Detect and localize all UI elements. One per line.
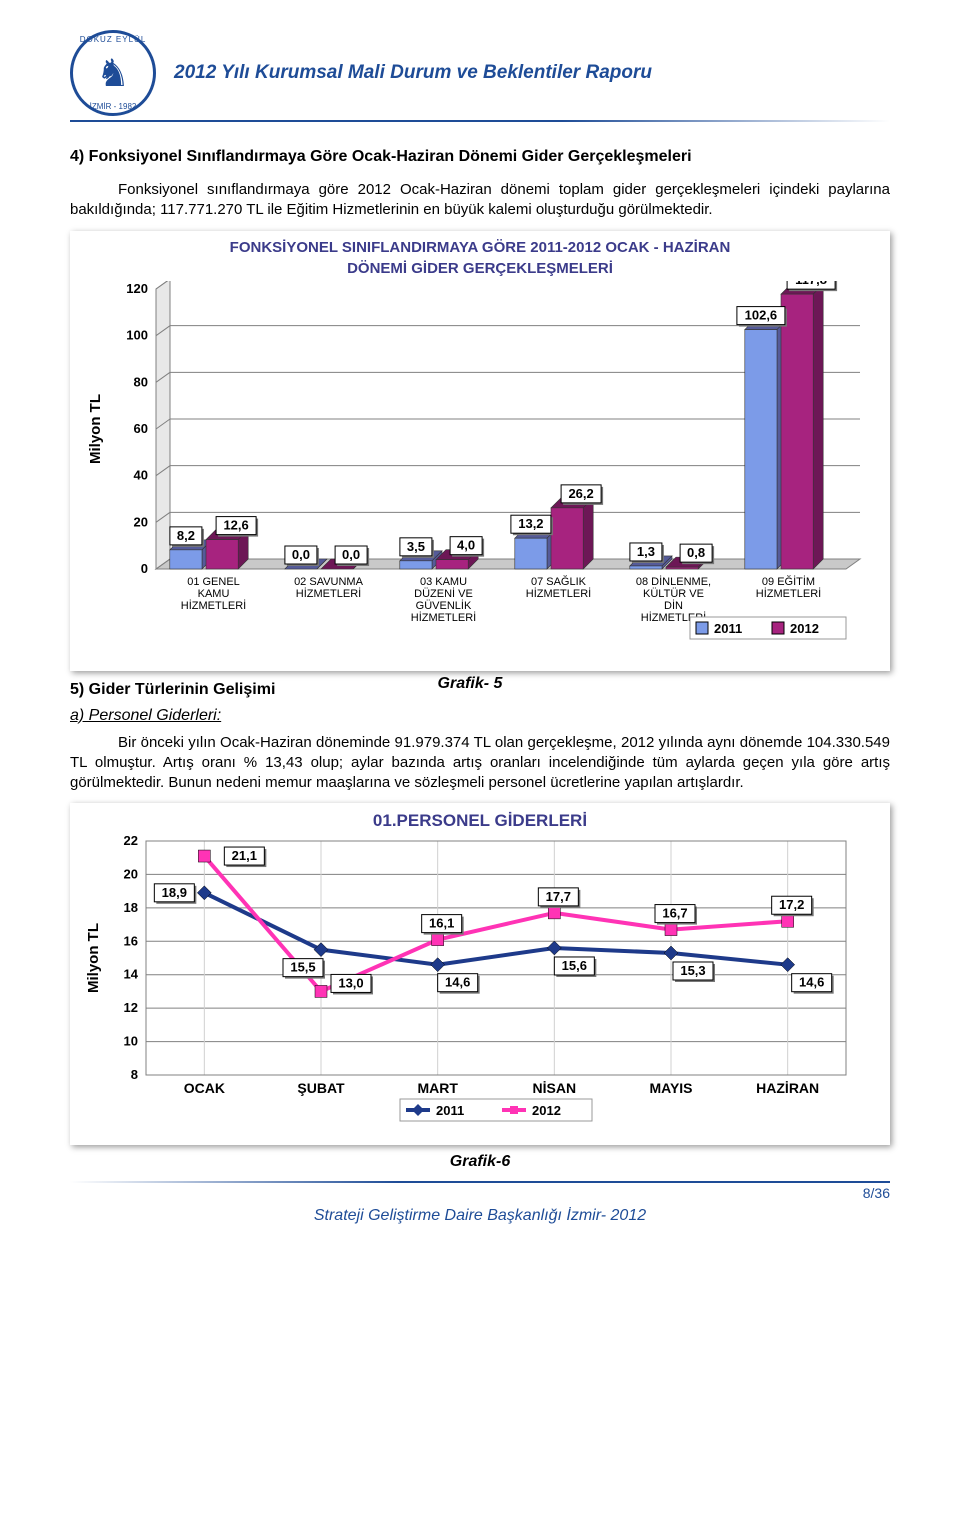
header-divider	[70, 120, 890, 122]
svg-text:16: 16	[124, 934, 138, 949]
svg-text:18,9: 18,9	[162, 885, 187, 900]
svg-text:HİZMETLERİ: HİZMETLERİ	[526, 587, 591, 600]
svg-text:21,1: 21,1	[232, 848, 257, 863]
svg-text:4,0: 4,0	[457, 537, 475, 552]
chart1-title-line1: FONKSİYONEL SINIFLANDIRMAYA GÖRE 2011-20…	[76, 239, 884, 256]
svg-text:2011: 2011	[436, 1103, 464, 1118]
svg-text:13,2: 13,2	[518, 516, 543, 531]
svg-text:100: 100	[126, 327, 148, 342]
svg-text:KAMU: KAMU	[198, 588, 230, 600]
svg-text:26,2: 26,2	[568, 485, 593, 500]
svg-text:OCAK: OCAK	[184, 1080, 225, 1096]
svg-text:0,0: 0,0	[342, 547, 360, 562]
svg-text:15,5: 15,5	[290, 960, 315, 975]
svg-text:2012: 2012	[532, 1103, 561, 1118]
svg-text:17,7: 17,7	[546, 889, 571, 904]
svg-text:01 GENEL: 01 GENEL	[187, 576, 240, 588]
chart1-container: FONKSİYONEL SINIFLANDIRMAYA GÖRE 2011-20…	[70, 231, 890, 671]
svg-text:NİSAN: NİSAN	[533, 1080, 577, 1096]
logo-icon: ♞	[96, 51, 130, 96]
svg-text:DİN: DİN	[664, 599, 683, 612]
svg-text:ŞUBAT: ŞUBAT	[297, 1080, 345, 1096]
svg-text:02 SAVUNMA: 02 SAVUNMA	[294, 576, 364, 588]
chart2-title: 01.PERSONEL GİDERLERİ	[76, 811, 884, 831]
svg-text:03 KAMU: 03 KAMU	[420, 576, 467, 588]
svg-text:3,5: 3,5	[407, 538, 425, 553]
svg-text:60: 60	[134, 421, 148, 436]
svg-text:KÜLTÜR VE: KÜLTÜR VE	[643, 588, 704, 600]
footer-text: Strateji Geliştirme Daire Başkanlığı İzm…	[70, 1207, 890, 1225]
svg-text:Milyon TL: Milyon TL	[87, 394, 104, 464]
chart1-caption: Grafik- 5	[370, 675, 570, 693]
chart1-svg: 020406080100120Milyon TL8,212,601 GENELK…	[76, 281, 866, 661]
svg-text:Milyon TL: Milyon TL	[85, 923, 102, 993]
svg-text:18: 18	[124, 900, 138, 915]
svg-text:15,3: 15,3	[680, 963, 705, 978]
svg-text:2012: 2012	[790, 621, 819, 636]
chart2-svg: 8 10 12 14 16 18 20 22 Milyon TL OCAK ŞUBAT MART NİS…	[76, 835, 866, 1135]
svg-text:0,0: 0,0	[292, 547, 310, 562]
svg-text:15,6: 15,6	[562, 958, 587, 973]
svg-text:09 EĞİTİM: 09 EĞİTİM	[762, 575, 815, 588]
svg-text:40: 40	[134, 467, 148, 482]
svg-text:12,6: 12,6	[223, 517, 248, 532]
svg-text:GÜVENLİK: GÜVENLİK	[416, 599, 472, 612]
svg-text:16,7: 16,7	[662, 906, 687, 921]
svg-text:MART: MART	[417, 1080, 458, 1096]
svg-text:0,8: 0,8	[687, 545, 705, 560]
svg-text:8,2: 8,2	[177, 527, 195, 542]
section5-heading: 5) Gider Türlerinin Gelişimi	[70, 681, 330, 699]
section4-paragraph: Fonksiyonel sınıflandırmaya göre 2012 Oc…	[70, 180, 890, 221]
chart1-title-line2: DÖNEMİ GİDER GERÇEKLEŞMELERİ	[76, 260, 884, 277]
logo-top-text: DOKUZ EYLÜL	[80, 35, 147, 44]
svg-text:17,2: 17,2	[779, 897, 804, 912]
svg-text:DÜZENİ VE: DÜZENİ VE	[414, 587, 473, 600]
svg-text:14,6: 14,6	[799, 975, 824, 990]
svg-text:HİZMETLERİ: HİZMETLERİ	[756, 587, 821, 600]
svg-text:80: 80	[134, 374, 148, 389]
svg-text:HİZMETLERİ: HİZMETLERİ	[411, 611, 476, 624]
footer-divider	[70, 1181, 890, 1183]
svg-text:20: 20	[124, 867, 138, 882]
svg-text:08 DİNLENME,: 08 DİNLENME,	[636, 575, 711, 588]
svg-text:10: 10	[124, 1034, 138, 1049]
svg-text:MAYIS: MAYIS	[649, 1080, 692, 1096]
report-title: 2012 Yılı Kurumsal Mali Durum ve Beklent…	[174, 62, 652, 84]
svg-text:2011: 2011	[714, 621, 742, 636]
page-number: 8/36	[70, 1185, 890, 1201]
svg-text:22: 22	[124, 835, 138, 848]
chart2-container: 01.PERSONEL GİDERLERİ 8 10 12 14 16 18 20 22 Mil…	[70, 803, 890, 1145]
svg-text:HAZİRAN: HAZİRAN	[756, 1080, 819, 1096]
section5-paragraph: Bir önceki yılın Ocak-Haziran döneminde …	[70, 733, 890, 794]
svg-text:0: 0	[141, 561, 148, 576]
svg-text:20: 20	[134, 514, 148, 529]
svg-text:HİZMETLERİ: HİZMETLERİ	[181, 599, 246, 612]
page-header: DOKUZ EYLÜL ♞ İZMİR - 1982 2012 Yılı Kur…	[70, 30, 890, 116]
svg-text:102,6: 102,6	[745, 307, 778, 322]
svg-text:HİZMETLERİ: HİZMETLERİ	[296, 587, 361, 600]
section5-subhead: a) Personel Giderleri:	[70, 707, 330, 725]
svg-text:16,1: 16,1	[429, 916, 454, 931]
svg-text:117,8: 117,8	[795, 281, 827, 287]
svg-text:14,6: 14,6	[445, 975, 470, 990]
svg-text:8: 8	[131, 1067, 138, 1082]
svg-text:07 SAĞLIK: 07 SAĞLIK	[531, 575, 587, 588]
svg-text:14: 14	[124, 967, 139, 982]
svg-text:13,0: 13,0	[338, 976, 363, 991]
chart2-caption: Grafik-6	[70, 1153, 890, 1171]
logo-bottom-text: İZMİR - 1982	[90, 102, 137, 111]
svg-text:12: 12	[124, 1000, 138, 1015]
svg-text:120: 120	[126, 281, 148, 296]
svg-text:1,3: 1,3	[637, 543, 655, 558]
university-logo: DOKUZ EYLÜL ♞ İZMİR - 1982	[70, 30, 156, 116]
section4-heading: 4) Fonksiyonel Sınıflandırmaya Göre Ocak…	[70, 148, 890, 166]
